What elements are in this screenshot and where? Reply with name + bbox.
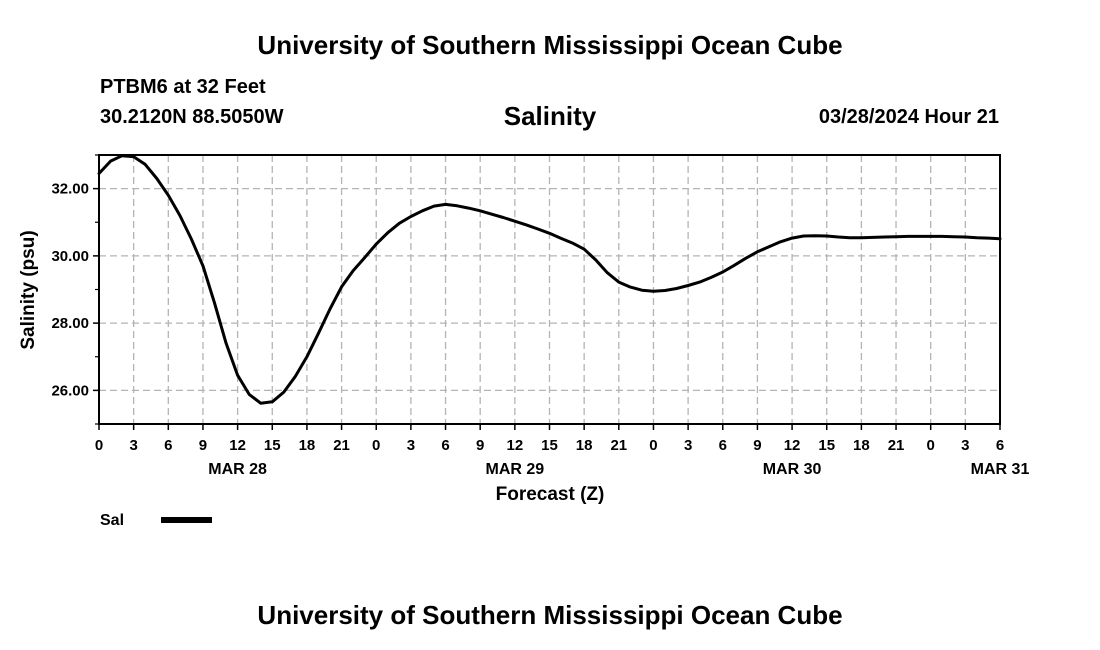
x-tick-label: 3 [684,437,692,454]
x-tick-label: 3 [129,437,137,454]
grid-lines [99,155,1000,424]
chart-title: Salinity [503,101,597,131]
y-tick-label: 28.00 [51,315,89,332]
date-label: MAR 31 [971,461,1030,478]
x-tick-label: 15 [818,437,835,454]
y-tick-label: 30.00 [51,248,89,265]
x-tick-label: 21 [610,437,627,454]
x-tick-label: 12 [784,437,801,454]
x-axis-label: Forecast (Z) [496,484,605,505]
x-tick-label: 0 [649,437,657,454]
x-tick-label: 18 [299,437,316,454]
x-tick-label: 0 [927,437,935,454]
x-tick-label: 18 [576,437,593,454]
page-title: University of Southern Mississippi Ocean… [257,30,843,60]
x-tick-label: 6 [164,437,172,454]
x-tick-label: 12 [229,437,246,454]
x-tick-label: 21 [888,437,905,454]
y-tick-label: 26.00 [51,382,89,399]
date-label: MAR 29 [486,461,545,478]
x-tick-label: 3 [961,437,969,454]
footer-title: University of Southern Mississippi Ocean… [257,600,843,630]
x-tick-label: 9 [199,437,207,454]
timestamp-label: 03/28/2024 Hour 21 [818,106,999,128]
legend-label-sal: Sal [100,512,124,529]
x-tick-label: 18 [853,437,870,454]
x-tick-label: 6 [719,437,727,454]
x-tick-label: 6 [441,437,449,454]
x-tick-label: 12 [507,437,524,454]
y-tick-label: 32.00 [51,181,89,198]
x-tick-label: 21 [333,437,350,454]
x-tick-label: 15 [264,437,281,454]
x-tick-label: 6 [996,437,1004,454]
y-axis-label: Salinity (psu) [18,230,39,349]
date-label: MAR 30 [763,461,822,478]
x-tick-label: 9 [753,437,761,454]
x-tick-label: 3 [407,437,415,454]
station-label: PTBM6 at 32 Feet [100,76,266,98]
axis-ticks [93,154,1001,430]
series-line-sal [97,154,1002,405]
x-tick-label: 15 [541,437,558,454]
x-tick-label: 0 [95,437,103,454]
x-tick-label: 0 [372,437,380,454]
x-tick-label: 9 [476,437,484,454]
location-label: 30.2120N 88.5050W [100,106,284,128]
date-label: MAR 28 [208,461,267,478]
